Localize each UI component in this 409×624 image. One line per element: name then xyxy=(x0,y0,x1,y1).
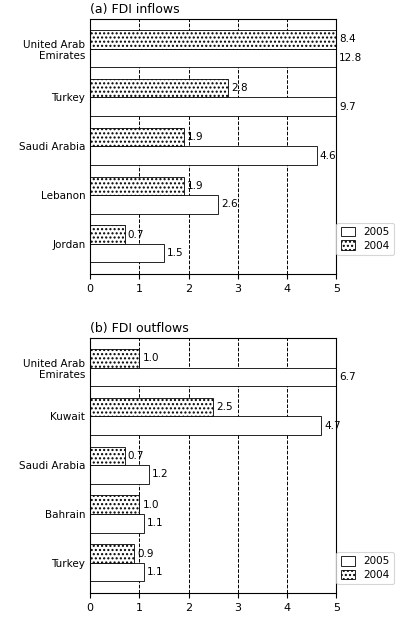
Text: 1.1: 1.1 xyxy=(147,519,164,529)
Bar xyxy=(90,544,134,563)
Bar xyxy=(90,195,218,213)
Bar xyxy=(90,563,144,582)
Text: 1.5: 1.5 xyxy=(166,248,183,258)
Text: 4.6: 4.6 xyxy=(319,150,335,160)
Bar xyxy=(90,49,335,67)
Text: 4.7: 4.7 xyxy=(324,421,340,431)
Bar xyxy=(90,177,183,195)
Bar xyxy=(90,128,183,146)
Bar xyxy=(90,225,124,244)
Text: 2.6: 2.6 xyxy=(220,200,237,210)
Legend: 2005, 2004: 2005, 2004 xyxy=(336,223,393,255)
Bar xyxy=(90,368,335,386)
Text: 2.5: 2.5 xyxy=(216,402,232,412)
Text: 1.9: 1.9 xyxy=(186,132,203,142)
Legend: 2005, 2004: 2005, 2004 xyxy=(336,552,393,584)
Text: 12.8: 12.8 xyxy=(338,53,362,63)
Text: (a) FDI inflows: (a) FDI inflows xyxy=(90,3,180,16)
Text: 1.0: 1.0 xyxy=(142,500,158,510)
Bar xyxy=(90,30,335,49)
Text: 0.7: 0.7 xyxy=(127,230,144,240)
Text: 6.7: 6.7 xyxy=(338,372,355,382)
Bar xyxy=(90,79,227,97)
Bar xyxy=(90,495,139,514)
Bar xyxy=(90,447,124,466)
Text: 2.8: 2.8 xyxy=(230,83,247,93)
Bar xyxy=(90,416,321,435)
Bar xyxy=(90,514,144,532)
Text: 8.4: 8.4 xyxy=(338,34,355,44)
Text: 9.7: 9.7 xyxy=(338,102,355,112)
Bar xyxy=(90,349,139,368)
Bar xyxy=(90,244,164,263)
Text: 0.9: 0.9 xyxy=(137,548,153,558)
Text: 0.7: 0.7 xyxy=(127,451,144,461)
Bar xyxy=(90,398,213,416)
Text: 1.9: 1.9 xyxy=(186,181,203,191)
Bar xyxy=(90,146,316,165)
Bar xyxy=(90,466,149,484)
Text: 1.1: 1.1 xyxy=(147,567,164,577)
Text: (b) FDI outflows: (b) FDI outflows xyxy=(90,322,189,335)
Bar xyxy=(90,97,335,116)
Text: 1.0: 1.0 xyxy=(142,353,158,363)
Text: 1.2: 1.2 xyxy=(152,469,169,479)
